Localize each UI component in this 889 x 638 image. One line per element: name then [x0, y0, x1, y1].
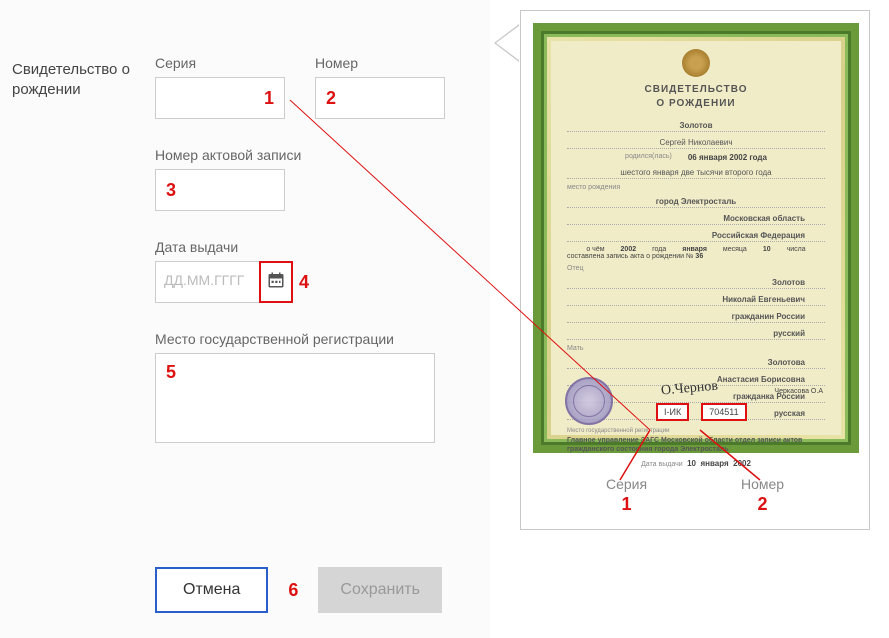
buttons-row: Отмена 6 Сохранить	[155, 567, 442, 613]
cert-title-2: О РОЖДЕНИИ	[567, 97, 825, 111]
issue-date-label: Дата выдачи	[155, 239, 465, 255]
cert-region2: Российская Федерация	[567, 231, 825, 242]
cert-surname: Золотов	[567, 121, 825, 132]
cert-birth-date: 06 января 2002 года	[688, 153, 767, 162]
callout-number-num: 2	[741, 494, 784, 515]
cert-series-box: I-ИК	[656, 403, 689, 421]
issue-date-input[interactable]: ДД.ММ.ГГГГ	[155, 261, 260, 303]
certificate-image: СВИДЕТЕЛЬСТВО О РОЖДЕНИИ Золотов Сергей …	[533, 23, 859, 453]
cert-birth-words: шестого января две тысячи второго года	[567, 168, 825, 179]
cert-name: Сергей Николаевич	[567, 138, 825, 149]
marker-2: 2	[326, 88, 336, 109]
callout-series-label: Серия	[606, 476, 647, 492]
cert-father-nat: русский	[567, 329, 825, 340]
record-number-input[interactable]: 3	[155, 169, 285, 211]
calendar-icon	[267, 271, 285, 294]
cert-title-1: СВИДЕТЕЛЬСТВО	[567, 83, 825, 97]
callout-pointer	[496, 25, 520, 61]
cert-father-name: Николай Евгеньевич	[567, 295, 825, 306]
cert-registrar: Черкасова О.А	[774, 388, 823, 395]
marker-3: 3	[166, 180, 176, 201]
form-area: Серия 1 Номер 2 Номер актовой записи 3 Д…	[155, 55, 465, 443]
callout-series-num: 1	[606, 494, 647, 515]
cert-callout-labels: Серия 1 Номер 2	[521, 476, 869, 515]
marker-6: 6	[288, 580, 298, 601]
certificate-preview-panel: СВИДЕТЕЛЬСТВО О РОЖДЕНИИ Золотов Сергей …	[520, 10, 870, 530]
save-button[interactable]: Сохранить	[318, 567, 442, 613]
cert-mother-surname: Золотова	[567, 358, 825, 369]
marker-4: 4	[299, 272, 309, 293]
cancel-button[interactable]: Отмена	[155, 567, 268, 613]
series-label: Серия	[155, 55, 285, 71]
cert-region1: Московская область	[567, 214, 825, 225]
cert-reg-place: Место государственной регистрацииГлавное…	[567, 426, 825, 454]
cert-father-cit: гражданин России	[567, 312, 825, 323]
reg-place-label: Место государственной регистрации	[155, 331, 465, 347]
cert-number-box: 704511	[701, 403, 746, 421]
marker-1: 1	[264, 88, 274, 109]
calendar-button[interactable]	[259, 261, 293, 303]
marker-5: 5	[166, 362, 176, 383]
record-number-label: Номер актовой записи	[155, 147, 465, 163]
seal-icon	[565, 377, 613, 425]
callout-number-label: Номер	[741, 476, 784, 492]
cert-father-surname: Золотов	[567, 278, 825, 289]
number-label: Номер	[315, 55, 445, 71]
section-title: Свидетельство о рождении	[12, 60, 142, 99]
form-panel: Свидетельство о рождении Серия 1 Номер 2…	[0, 0, 490, 638]
emblem-icon	[682, 49, 710, 77]
cert-birth-place: город Электросталь	[567, 197, 825, 208]
series-input[interactable]: 1	[155, 77, 285, 119]
reg-place-input[interactable]: 5	[155, 353, 435, 443]
number-input[interactable]: 2	[315, 77, 445, 119]
